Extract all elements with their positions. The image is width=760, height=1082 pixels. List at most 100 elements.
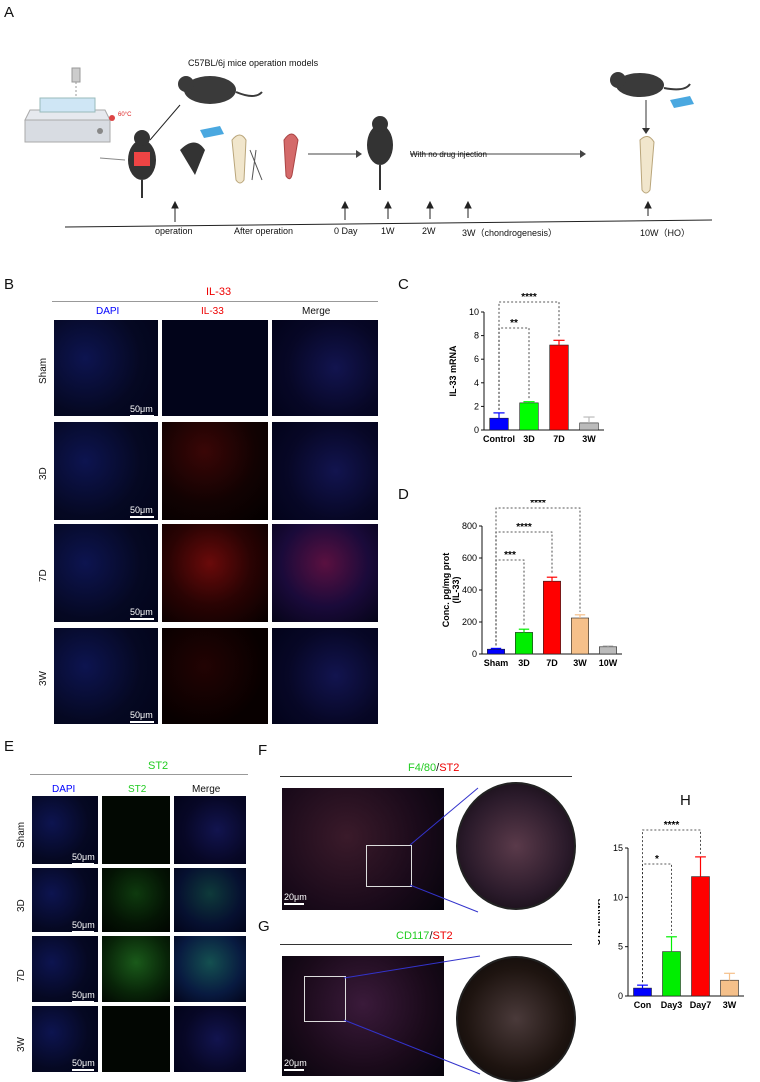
micrograph-e-7d-st2 bbox=[102, 936, 170, 1002]
timeline-label-3w: 3W（chondrogenesis） bbox=[462, 228, 558, 238]
y-tick-label: 6 bbox=[474, 354, 479, 364]
micrograph-f-overview bbox=[282, 788, 444, 910]
panel-e-row-3d: 3D bbox=[16, 899, 27, 912]
micrograph-b-sham-merge bbox=[272, 320, 378, 416]
y-tick-label: 0 bbox=[618, 991, 623, 1001]
y-tick-label: 8 bbox=[474, 331, 479, 341]
panel-e-row-7d: 7D bbox=[16, 969, 27, 982]
micrograph-b-3w-merge bbox=[272, 628, 378, 724]
panel-e-scale-bar-1: 50μm bbox=[72, 852, 95, 865]
significance-label: *** bbox=[504, 550, 516, 561]
timeline-label-0day: 0 Day bbox=[334, 226, 358, 236]
y-axis-label: IL-33 mRNA bbox=[448, 345, 458, 397]
micrograph-e-3w-st2 bbox=[102, 1006, 170, 1072]
micrograph-e-3w-merge bbox=[174, 1006, 246, 1072]
panel-b-col-merge: Merge bbox=[302, 306, 331, 317]
panel-b-row-3w: 3W bbox=[38, 671, 49, 686]
panel-e-title: ST2 bbox=[148, 760, 169, 772]
bar-3w bbox=[579, 422, 599, 431]
y-tick-label: 2 bbox=[474, 401, 479, 411]
micrograph-b-3w-dapi bbox=[54, 628, 158, 724]
panel-letter-a: A bbox=[4, 4, 15, 21]
panel-f-zoom-circle bbox=[456, 782, 576, 910]
panel-b-row-7d: 7D bbox=[38, 569, 49, 582]
panel-letter-g: G bbox=[258, 918, 270, 935]
significance-bracket bbox=[498, 301, 560, 410]
micrograph-b-sham-dapi bbox=[54, 320, 158, 416]
panel-letter-d: D bbox=[398, 486, 409, 503]
timeline-label-after-operation: After operation bbox=[234, 226, 294, 236]
x-tick-label: Sham bbox=[484, 658, 509, 668]
panel-letter-b: B bbox=[4, 276, 15, 293]
panel-b-col-dapi: DAPI bbox=[96, 306, 120, 317]
significance-label: **** bbox=[530, 500, 546, 509]
micrograph-b-3d-merge bbox=[272, 422, 378, 520]
timeline-label-1w: 1W bbox=[381, 226, 395, 236]
micrograph-e-sham-merge bbox=[174, 796, 246, 864]
bar-10w bbox=[599, 646, 617, 655]
micrograph-b-sham-il33 bbox=[162, 320, 268, 416]
panel-f-zoom-lines bbox=[409, 787, 479, 913]
micrograph-e-7d-merge bbox=[174, 936, 246, 1002]
panel-e-col-dapi: DAPI bbox=[52, 784, 76, 795]
micrograph-b-7d-dapi bbox=[54, 524, 158, 622]
timeline-label-10w: 10W（HO） bbox=[640, 228, 691, 238]
y-tick-label: 5 bbox=[618, 942, 623, 952]
significance-bracket bbox=[498, 327, 530, 410]
bar-control bbox=[489, 417, 509, 431]
panel-g-title: CD117/ST2 bbox=[396, 930, 453, 942]
y-tick-label: 10 bbox=[613, 892, 623, 902]
x-tick-label: 7D bbox=[553, 434, 565, 444]
bar-3d bbox=[519, 402, 539, 431]
x-tick-label: 3W bbox=[573, 658, 587, 668]
panel-g-zoom-box bbox=[304, 976, 346, 1022]
panel-b-scale-bar-4: 50μm bbox=[130, 710, 154, 723]
x-tick-label: 3W bbox=[582, 434, 596, 444]
significance-label: * bbox=[655, 854, 659, 865]
x-tick-label: Day7 bbox=[690, 1000, 712, 1010]
chart-d-il33-concentration: 0 200 400 600 800 Conc. pg/mg prot (IL-33) Sham… bbox=[441, 500, 622, 668]
temperature-label: 60°C bbox=[118, 112, 132, 118]
panel-e-scale-bar-3: 50μm bbox=[72, 990, 95, 1003]
y-tick-label: 200 bbox=[462, 617, 477, 627]
panel-e-row-3w: 3W bbox=[16, 1037, 27, 1052]
panel-b-scale-bar-2: 50μm bbox=[130, 505, 154, 518]
x-tick-label: Day3 bbox=[661, 1000, 683, 1010]
panel-f-title: F4/80/ST2 bbox=[408, 762, 460, 774]
x-tick-label: 7D bbox=[546, 658, 558, 668]
panel-g-zoom-lines bbox=[343, 955, 481, 1075]
panel-f-title-rule bbox=[280, 776, 572, 777]
micrograph-e-3d-st2 bbox=[102, 868, 170, 932]
y-tick-label: 4 bbox=[474, 378, 479, 388]
y-tick-label: 400 bbox=[462, 585, 477, 595]
y-tick-label: 0 bbox=[474, 425, 479, 435]
timeline-label-operation: operation bbox=[155, 226, 193, 236]
significance-bracket bbox=[642, 829, 701, 983]
panel-f-scale-bar: 20μm bbox=[284, 892, 307, 905]
y-axis-label: ST2 mRNA bbox=[598, 898, 602, 945]
bar-3w bbox=[720, 979, 739, 997]
x-tick-label: 3W bbox=[723, 1000, 737, 1010]
bar-sham bbox=[487, 648, 505, 655]
significance-label: ** bbox=[510, 318, 518, 329]
y-tick-label: 0 bbox=[472, 649, 477, 659]
micrograph-b-7d-merge bbox=[272, 524, 378, 622]
panel-b-scale-bar-3: 50μm bbox=[130, 607, 154, 620]
no-drug-label: With no drug injection bbox=[410, 150, 487, 159]
x-tick-label: Control bbox=[483, 434, 515, 444]
micrograph-e-7d-dapi bbox=[32, 936, 98, 1002]
panel-g-title-rule bbox=[280, 944, 572, 945]
panel-b-row-3d: 3D bbox=[38, 467, 49, 480]
y-tick-label: 15 bbox=[613, 843, 623, 853]
micrograph-b-7d-il33 bbox=[162, 524, 268, 622]
bar-con bbox=[633, 987, 652, 997]
micrograph-e-3w-dapi bbox=[32, 1006, 98, 1072]
micrograph-e-3d-dapi bbox=[32, 868, 98, 932]
bar-3w bbox=[571, 617, 589, 655]
panel-f-zoom-box bbox=[366, 845, 412, 887]
micrograph-e-3d-merge bbox=[174, 868, 246, 932]
panel-b-scale-bar-1: 50μm bbox=[130, 404, 154, 417]
significance-label: **** bbox=[664, 820, 680, 831]
panel-e-row-sham: Sham bbox=[16, 821, 27, 848]
